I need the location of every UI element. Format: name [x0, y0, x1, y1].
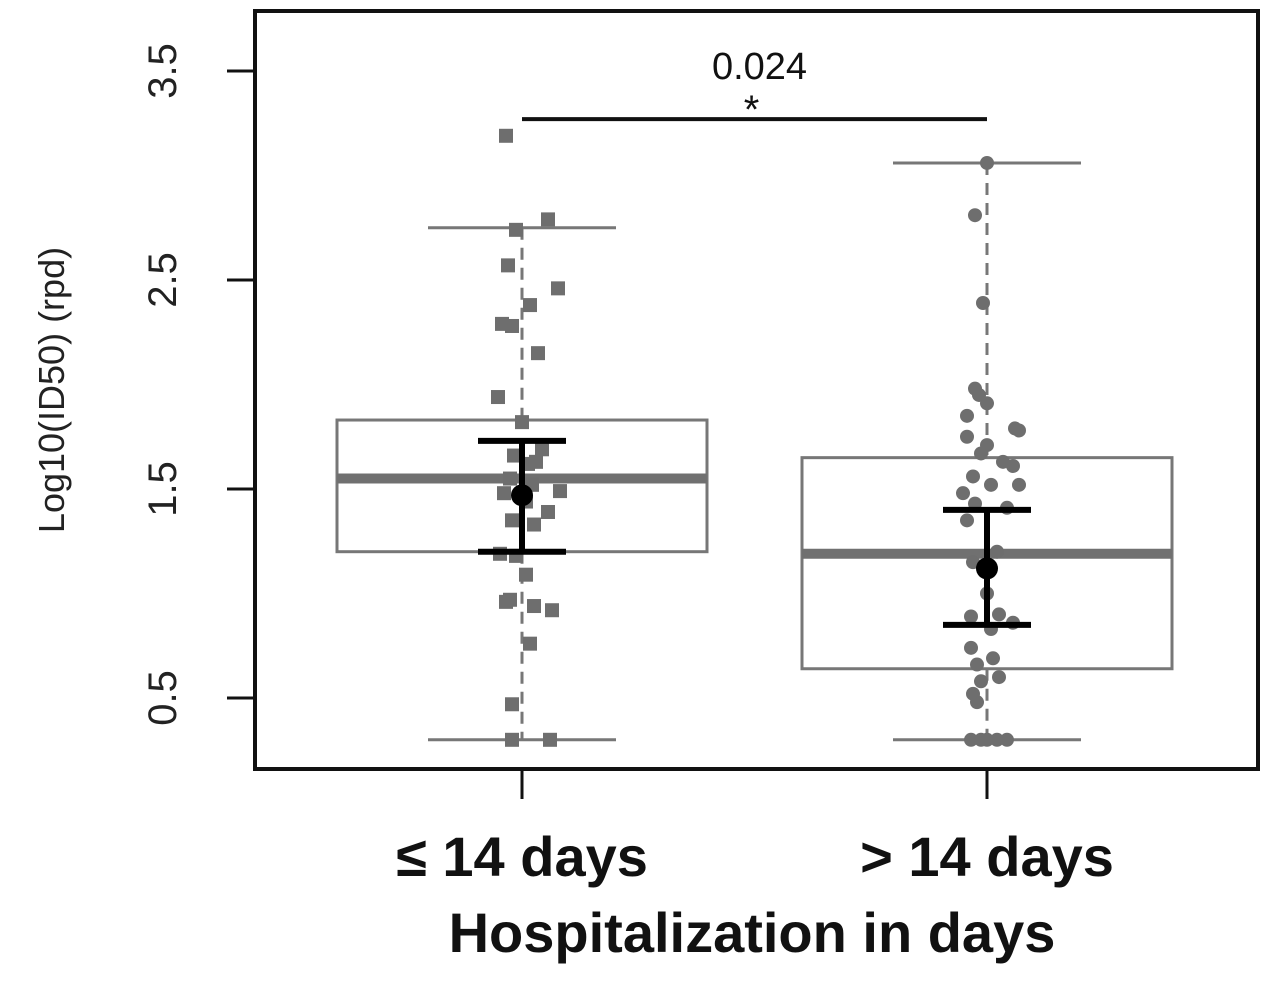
- data-point-square: [505, 318, 519, 333]
- data-point-circle: [992, 670, 1006, 685]
- group-le-14-days: [335, 128, 709, 747]
- significance-star: *: [744, 88, 760, 132]
- y-tick-label: 1.5: [141, 461, 185, 517]
- data-point-square: [523, 298, 537, 313]
- data-point-square: [541, 504, 555, 519]
- data-point-square: [541, 212, 555, 227]
- data-point-square: [507, 448, 521, 463]
- data-point-circle: [1006, 459, 1020, 474]
- iqr-box: [800, 456, 1174, 671]
- data-point-square: [515, 415, 529, 430]
- data-point-circle: [980, 732, 994, 747]
- data-point-square: [509, 222, 523, 237]
- data-point-square: [531, 346, 545, 361]
- axis-layer: ≤ 14 days > 14 days 0.5 1.5 2.5 3.5: [141, 43, 1114, 888]
- data-point-circle: [966, 469, 980, 484]
- data-point-square: [497, 486, 511, 501]
- data-point-square: [523, 636, 537, 651]
- p-value-label: 0.024: [712, 46, 807, 88]
- data-point-circle: [976, 295, 990, 310]
- data-point-circle: [964, 640, 978, 655]
- data-point-circle: [974, 446, 988, 461]
- data-point-square: [527, 517, 541, 532]
- data-point-circle: [1012, 423, 1026, 438]
- x-axis-title: Hospitalization in days: [449, 901, 1056, 964]
- group-gt-14-days: [800, 155, 1174, 747]
- data-point-circle: [960, 429, 974, 444]
- data-point-square: [499, 594, 513, 609]
- data-point-circle: [964, 732, 978, 747]
- data-point-square: [505, 732, 519, 747]
- data-point-circle: [960, 513, 974, 528]
- data-point-circle: [1012, 477, 1026, 492]
- data-point-square: [551, 281, 565, 296]
- data-point-square: [501, 258, 515, 273]
- data-point-circle: [984, 477, 998, 492]
- data-point-circle: [960, 408, 974, 423]
- data-point-circle: [990, 732, 1004, 747]
- mean-point: [976, 557, 998, 580]
- data-point-square: [529, 454, 543, 469]
- plot-layer: 0.024*: [335, 46, 1174, 747]
- mean-point: [511, 484, 533, 507]
- data-point-circle: [992, 607, 1006, 622]
- data-point-square: [519, 567, 533, 582]
- significance-annotation: 0.024*: [522, 46, 987, 132]
- data-point-circle: [970, 657, 984, 672]
- data-point-square: [543, 732, 557, 747]
- y-tick-label: 3.5: [141, 43, 185, 99]
- data-point-circle: [1000, 732, 1014, 747]
- data-point-square: [535, 442, 549, 457]
- plot-frame: [253, 9, 1260, 771]
- x-tick-label: > 14 days: [860, 825, 1114, 888]
- data-point-square: [499, 128, 513, 143]
- y-axis-title: Log10(ID50) (rpd): [31, 247, 72, 533]
- data-point-circle: [970, 695, 984, 710]
- data-point-square: [491, 390, 505, 405]
- data-point-circle: [956, 486, 970, 501]
- data-point-square: [545, 603, 559, 618]
- data-point-circle: [990, 544, 1004, 559]
- data-point-circle: [968, 208, 982, 223]
- data-point-square: [505, 513, 519, 528]
- data-point-square: [505, 697, 519, 712]
- data-point-circle: [964, 609, 978, 624]
- x-tick-label: ≤ 14 days: [396, 825, 648, 888]
- data-point-circle: [986, 651, 1000, 666]
- data-point-square: [527, 599, 541, 614]
- data-point-circle: [974, 674, 988, 689]
- data-point-circle: [980, 396, 994, 411]
- data-point-square: [553, 484, 567, 499]
- data-point-square: [503, 471, 517, 486]
- y-tick-label: 2.5: [141, 252, 185, 308]
- data-point-circle: [980, 155, 994, 170]
- y-tick-label: 0.5: [141, 670, 185, 726]
